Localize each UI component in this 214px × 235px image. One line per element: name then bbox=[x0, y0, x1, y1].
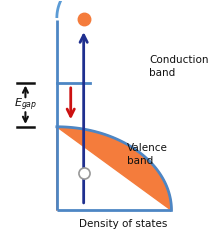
Text: $\mathit{E}_{\mathit{gap}}$: $\mathit{E}_{\mathit{gap}}$ bbox=[14, 97, 37, 113]
Text: Conduction
band: Conduction band bbox=[149, 55, 209, 78]
Text: Valence
band: Valence band bbox=[127, 143, 168, 166]
Polygon shape bbox=[57, 127, 171, 210]
Text: Density of states: Density of states bbox=[79, 219, 168, 229]
